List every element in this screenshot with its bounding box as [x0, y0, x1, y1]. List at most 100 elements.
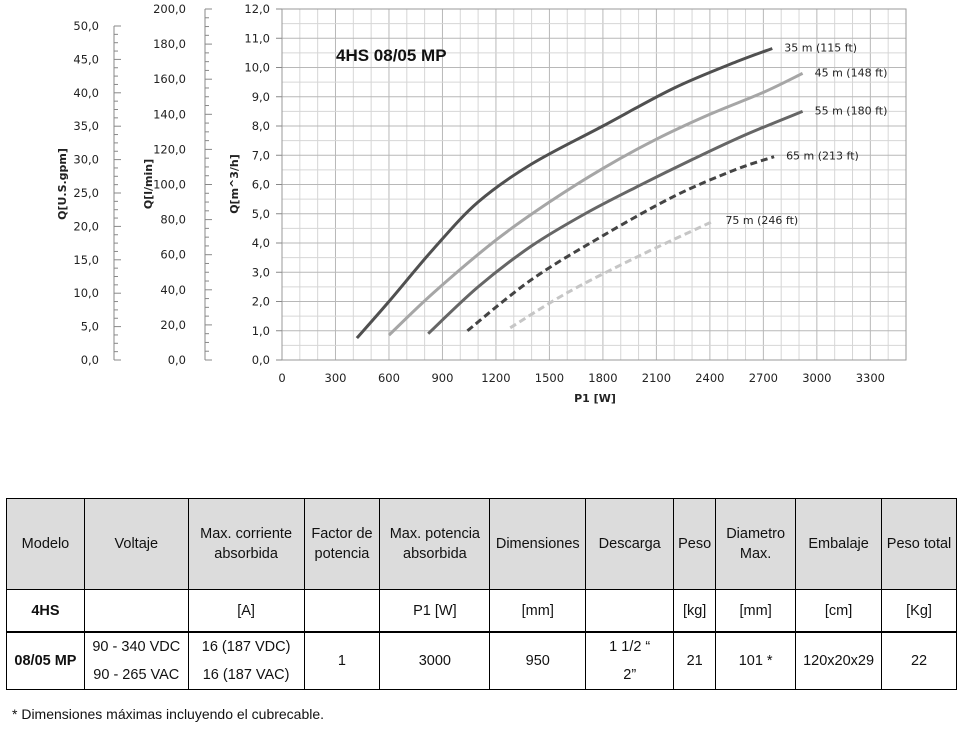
x-axis-label: P1 [W] — [574, 392, 616, 405]
secondary-tick-label: 100,0 — [153, 178, 186, 192]
chart-axes: 0 300 600 900 1200 1500 1800 2100 2400 2700 3000 33… — [56, 2, 885, 405]
header-cell: Peso — [673, 498, 717, 590]
chart-labels: 35 m (115 ft) 45 m (148 ft) 55 m (180 ft) 6… — [725, 41, 887, 227]
y-tick-label: 8,0 — [252, 119, 270, 133]
series-line — [509, 219, 715, 330]
series-line — [387, 72, 804, 337]
y-tick-label: 2,0 — [252, 295, 270, 309]
table-row: 90 - 265 VAC 16 (187 VAC) 2” — [7, 661, 957, 690]
header-cell: Dimensiones — [489, 498, 587, 590]
x-tick-label: 1200 — [481, 371, 510, 385]
table-units-row: 4HS [A] P1 [W] [mm] [kg] [mm] [cm] [Kg] — [6, 589, 957, 633]
header-cell: Diametro Max. — [715, 498, 797, 590]
x-tick-label: 3300 — [856, 371, 885, 385]
y-tick-label: 11,0 — [244, 31, 270, 45]
y-tick-label: 0,0 — [252, 353, 270, 367]
secondary-tick-label: 40,0 — [73, 86, 99, 100]
dimensions-cell: 950 — [489, 631, 587, 690]
secondary-tick-label: 40,0 — [160, 283, 186, 297]
header-cell: Max. corriente absorbida — [187, 498, 305, 590]
secondary-tick-label: 10,0 — [73, 286, 99, 300]
unit-cell: [Kg] — [881, 589, 957, 633]
secondary-tick-label: 45,0 — [73, 52, 99, 66]
series-label: 65 m (213 ft) — [786, 150, 859, 163]
secondary-axis-label: Q[U.S.gpm] — [56, 148, 69, 220]
header-cell: Peso total — [881, 498, 957, 590]
power-cell: 3000 — [379, 631, 491, 690]
current-cell: 16 (187 VAC) — [187, 661, 305, 690]
unit-cell: [kg] — [673, 589, 717, 633]
x-tick-label: 1800 — [588, 371, 617, 385]
series-label: 45 m (148 ft) — [815, 66, 888, 79]
chart-grid — [281, 8, 907, 361]
table-header-row: Modelo Voltaje Max. corriente absorbida … — [6, 498, 957, 590]
unit-cell: [mm] — [715, 589, 797, 633]
y-tick-label: 4,0 — [252, 236, 270, 250]
x-tick-label: 900 — [431, 371, 453, 385]
y-tick-label: 6,0 — [252, 178, 270, 192]
secondary-tick-label: 30,0 — [73, 153, 99, 167]
y-tick-label: 9,0 — [252, 90, 270, 104]
header-cell: Factor de potencia — [303, 498, 381, 590]
header-cell: Max. potencia absorbida — [379, 498, 491, 590]
x-tick-label: 3000 — [802, 371, 831, 385]
y-tick-label: 10,0 — [244, 61, 270, 75]
y-tick-label: 5,0 — [252, 207, 270, 221]
x-tick-label: 2100 — [642, 371, 671, 385]
x-tick-label: 2700 — [749, 371, 778, 385]
secondary-tick-label: 200,0 — [153, 2, 186, 16]
secondary-tick-label: 15,0 — [73, 253, 99, 267]
unit-cell: P1 [W] — [379, 589, 491, 633]
series-label: 35 m (115 ft) — [784, 41, 857, 54]
unit-cell — [83, 589, 189, 633]
packaging-cell: 120x20x29 — [795, 631, 883, 690]
discharge-cell: 2” — [585, 661, 675, 690]
voltage-cell: 90 - 340 VDC — [83, 631, 189, 661]
unit-cell — [303, 589, 381, 633]
total-weight-cell: 22 — [881, 631, 957, 690]
secondary-tick-label: 140,0 — [153, 107, 186, 121]
y-tick-label: 7,0 — [252, 148, 270, 162]
spec-table: Modelo Voltaje Max. corriente absorbida … — [6, 498, 957, 690]
secondary-tick-label: 0,0 — [81, 353, 99, 367]
y-tick-label: 12,0 — [244, 2, 270, 16]
secondary-tick-label: 80,0 — [160, 213, 186, 227]
unit-cell: [A] — [187, 589, 305, 633]
secondary-tick-label: 20,0 — [73, 219, 99, 233]
table-row: 08/05 MP 90 - 340 VDC 16 (187 VDC) 1 300… — [6, 631, 957, 690]
y-tick-label: 1,0 — [252, 324, 270, 338]
secondary-tick-label: 0,0 — [168, 353, 186, 367]
secondary-tick-label: 50,0 — [73, 19, 99, 33]
model-cell: 08/05 MP — [6, 631, 85, 690]
header-cell: Modelo — [6, 498, 85, 590]
x-tick-label: 0 — [278, 371, 285, 385]
secondary-tick-label: 120,0 — [153, 142, 186, 156]
x-tick-label: 1500 — [535, 371, 564, 385]
header-cell: Voltaje — [83, 498, 189, 590]
secondary-tick-label: 20,0 — [160, 318, 186, 332]
series-line — [427, 109, 804, 335]
y-axis-label: Q[m^3/h] — [228, 154, 241, 214]
performance-chart: 0 300 600 900 1200 1500 1800 2100 2400 2700 3000 33… — [56, 2, 907, 405]
secondary-tick-label: 60,0 — [160, 248, 186, 262]
secondary-tick-label: 25,0 — [73, 186, 99, 200]
chart-title: 4HS 08/05 MP — [336, 46, 447, 65]
secondary-axis-label: Q[l/min] — [142, 159, 155, 209]
power-factor-cell: 1 — [303, 631, 381, 690]
series-line — [466, 155, 775, 332]
header-cell: Embalaje — [795, 498, 883, 590]
unit-cell: [mm] — [489, 589, 587, 633]
series-label: 55 m (180 ft) — [815, 104, 888, 117]
series-line — [355, 47, 773, 340]
unit-cell: 4HS — [6, 589, 85, 633]
secondary-tick-label: 5,0 — [81, 320, 99, 334]
weight-cell: 21 — [673, 631, 717, 690]
header-cell: Descarga — [585, 498, 675, 590]
unit-cell: [cm] — [795, 589, 883, 633]
current-cell: 16 (187 VDC) — [187, 631, 305, 661]
x-tick-label: 2400 — [695, 371, 724, 385]
unit-cell — [585, 589, 675, 633]
secondary-tick-label: 160,0 — [153, 72, 186, 86]
series-label: 75 m (246 ft) — [725, 214, 798, 227]
footnote: * Dimensiones máximas incluyendo el cubr… — [12, 706, 325, 722]
